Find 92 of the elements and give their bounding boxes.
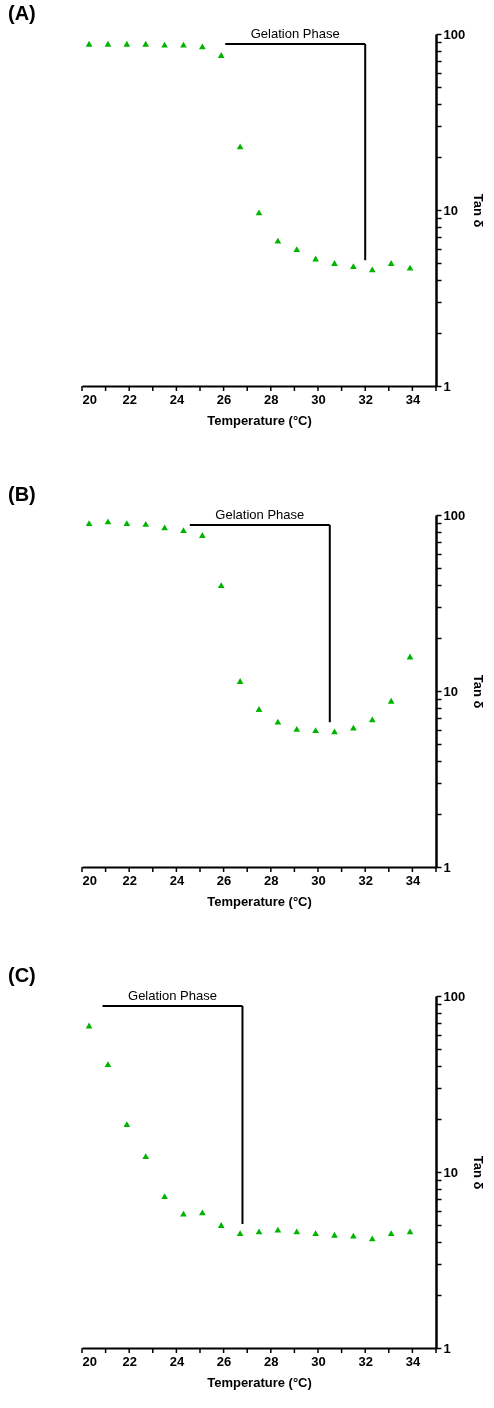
- point: [180, 41, 187, 48]
- point: [104, 518, 112, 525]
- point: [350, 263, 357, 270]
- ref-line-label: Gelation Phase: [250, 26, 340, 41]
- point: [331, 260, 338, 266]
- x-tick-label: 20: [82, 1353, 97, 1369]
- point: [387, 1230, 395, 1236]
- x-tick-label: 34: [405, 872, 421, 888]
- y-tick-label: 1: [443, 859, 451, 875]
- x-tick-label: 24: [169, 391, 185, 407]
- point: [236, 678, 244, 684]
- x-tick-label: 28: [264, 391, 279, 407]
- chart-title: (C): [8, 964, 36, 986]
- x-tick-label: 32: [358, 391, 373, 407]
- point: [199, 1209, 206, 1216]
- x-tick-label: 30: [311, 872, 326, 888]
- point: [217, 1222, 225, 1228]
- ref-line-label: Gelation Phase: [128, 988, 217, 1003]
- point: [236, 1230, 244, 1236]
- y-axis-title: Tan δ: [471, 1155, 487, 1190]
- x-tick-label: 24: [169, 1353, 185, 1369]
- x-axis-title: Temperature (°C): [207, 893, 312, 909]
- x-tick-label: 32: [358, 1353, 373, 1369]
- x-tick-label: 28: [264, 1353, 279, 1369]
- point: [161, 41, 168, 48]
- point: [199, 532, 206, 538]
- x-tick-label: 22: [122, 1353, 137, 1369]
- y-tick-label: 10: [443, 1164, 458, 1180]
- y-axis-title: Tan δ: [471, 674, 487, 709]
- point: [104, 1061, 112, 1068]
- point: [180, 1210, 187, 1217]
- y-tick-label: 10: [443, 683, 458, 699]
- point: [331, 1231, 338, 1238]
- point: [312, 727, 319, 733]
- x-tick-label: 22: [122, 391, 137, 407]
- x-axis-title: Temperature (°C): [207, 1374, 312, 1390]
- point: [387, 697, 395, 704]
- point: [274, 718, 282, 725]
- y-tick-label: 100: [443, 507, 466, 523]
- y-tick-label: 10: [443, 202, 458, 218]
- point: [85, 520, 93, 526]
- point: [85, 40, 93, 47]
- x-tick-label: 20: [82, 391, 97, 407]
- point: [236, 143, 244, 150]
- point: [368, 1235, 376, 1242]
- point: [406, 264, 414, 271]
- point: [123, 40, 131, 47]
- x-tick-label: 20: [82, 872, 97, 888]
- y-tick-label: 100: [443, 26, 466, 42]
- point: [368, 266, 376, 273]
- x-tick-label: 26: [216, 1353, 232, 1369]
- point: [123, 520, 131, 526]
- y-tick-label: 1: [443, 378, 451, 394]
- point: [255, 1228, 263, 1235]
- x-tick-label: 26: [216, 391, 232, 407]
- x-tick-label: 34: [405, 1353, 421, 1369]
- point: [293, 246, 301, 252]
- ref-line-label: Gelation Phase: [215, 507, 305, 522]
- point: [255, 706, 263, 712]
- point: [142, 1153, 150, 1160]
- x-tick-label: 26: [216, 872, 232, 888]
- point: [274, 1226, 282, 1233]
- x-tick-label: 22: [122, 872, 137, 888]
- y-axis-title: Tan δ: [471, 193, 487, 228]
- x-axis-title: Temperature (°C): [207, 412, 312, 428]
- point: [180, 527, 187, 534]
- point: [387, 260, 395, 266]
- point: [255, 209, 263, 216]
- point: [293, 725, 301, 732]
- chart-title: (B): [8, 483, 36, 505]
- x-tick-label: 34: [405, 391, 421, 407]
- point: [217, 52, 225, 58]
- point: [142, 40, 150, 47]
- x-tick-label: 30: [311, 1353, 326, 1369]
- x-tick-label: 30: [311, 391, 326, 407]
- point: [312, 1230, 319, 1236]
- point: [350, 1232, 357, 1239]
- point: [123, 1121, 131, 1128]
- x-tick-label: 28: [264, 872, 279, 888]
- point: [142, 521, 150, 527]
- point: [293, 1228, 301, 1235]
- y-tick-label: 100: [443, 988, 466, 1004]
- point: [331, 728, 338, 735]
- y-tick-label: 1: [443, 1340, 451, 1356]
- point: [406, 1228, 414, 1235]
- point: [217, 582, 225, 588]
- chart-title: (A): [8, 2, 36, 24]
- point: [104, 40, 112, 47]
- point: [274, 237, 282, 244]
- point: [161, 1193, 168, 1199]
- x-tick-label: 32: [358, 872, 373, 888]
- x-tick-label: 24: [169, 872, 185, 888]
